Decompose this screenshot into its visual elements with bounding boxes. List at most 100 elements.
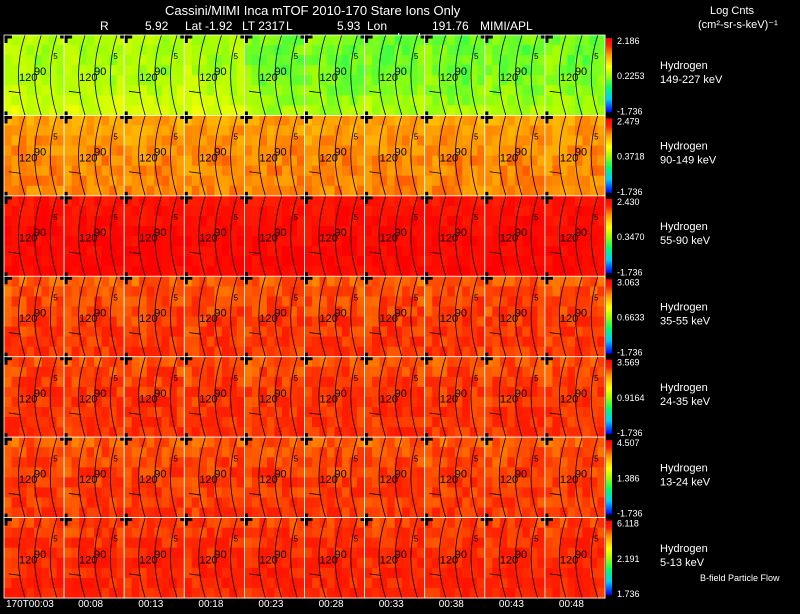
heatmap-cell bbox=[161, 527, 170, 539]
heatmap-cell bbox=[507, 326, 516, 338]
heatmap-cell bbox=[477, 75, 486, 86]
heatmap-cell bbox=[221, 427, 230, 438]
heatmap-cell bbox=[206, 55, 215, 66]
heatmap-cell bbox=[296, 517, 306, 529]
heatmap-cell bbox=[559, 467, 569, 478]
heatmap-cell bbox=[439, 75, 448, 86]
heatmap-cell bbox=[402, 226, 411, 237]
heatmap-cell bbox=[514, 417, 523, 428]
angle-label-90: 90 bbox=[154, 147, 166, 159]
heatmap-cell bbox=[334, 205, 343, 217]
field-line bbox=[378, 437, 387, 518]
heatmap-cell bbox=[26, 457, 35, 468]
heatmap-cell bbox=[191, 246, 200, 257]
heatmap-cell bbox=[79, 467, 88, 478]
heatmap-cell bbox=[559, 205, 569, 217]
heatmap-cell bbox=[34, 135, 43, 147]
heatmap-cell bbox=[514, 286, 523, 297]
heatmap-cell bbox=[327, 45, 336, 56]
heatmap-cell bbox=[529, 55, 538, 66]
heatmap-cell bbox=[206, 477, 215, 489]
heatmap-cell bbox=[154, 306, 163, 318]
heatmap-cell bbox=[334, 527, 343, 539]
heatmap-cell bbox=[221, 256, 230, 267]
heatmap-cell bbox=[19, 165, 28, 177]
heatmap-cell bbox=[176, 175, 185, 187]
heatmap-cell bbox=[281, 487, 291, 499]
field-line bbox=[309, 493, 322, 496]
heatmap-cell bbox=[469, 215, 478, 227]
heatmap-cell bbox=[281, 115, 291, 127]
heatmap-cell bbox=[477, 477, 486, 489]
heatmap-cell bbox=[251, 417, 261, 428]
heatmap-cell bbox=[349, 185, 358, 197]
heatmap-cell bbox=[26, 336, 35, 348]
heatmap-cell bbox=[304, 175, 313, 187]
heatmap-cell bbox=[176, 587, 185, 599]
heatmap-cell bbox=[454, 326, 463, 338]
heatmap-cell bbox=[64, 587, 73, 599]
heatmap-cell bbox=[424, 35, 433, 46]
heatmap-cell bbox=[11, 276, 20, 287]
heatmap-cell bbox=[146, 427, 155, 438]
angle-label-120: 120 bbox=[139, 554, 157, 566]
heatmap-cell bbox=[334, 75, 343, 86]
heatmap-cell bbox=[507, 125, 516, 137]
heatmap-cell bbox=[492, 115, 501, 127]
heatmap-cell bbox=[236, 356, 245, 368]
heatmap-cell bbox=[402, 346, 411, 358]
heatmap-cell bbox=[544, 286, 554, 297]
heatmap-cell bbox=[417, 45, 426, 56]
heatmap-cell bbox=[372, 447, 381, 458]
heatmap-cell bbox=[417, 205, 426, 217]
field-line bbox=[515, 195, 523, 277]
heatmap-cell bbox=[206, 326, 215, 338]
heatmap-cell bbox=[574, 115, 584, 127]
heatmap-cell bbox=[432, 396, 441, 408]
heatmap-cell bbox=[514, 316, 523, 328]
heatmap-cell bbox=[357, 457, 366, 468]
heatmap-cell bbox=[169, 356, 178, 368]
crosshair-marker bbox=[545, 111, 549, 124]
heatmap-cell bbox=[372, 75, 381, 86]
heatmap-cell bbox=[101, 185, 110, 197]
heatmap-cell bbox=[304, 185, 313, 197]
heatmap-cell bbox=[154, 286, 163, 297]
heatmap-cell bbox=[312, 45, 321, 56]
heatmap-cell bbox=[349, 65, 358, 76]
heatmap-cell bbox=[221, 85, 230, 96]
heatmap-cell bbox=[206, 427, 215, 438]
heatmap-cell bbox=[507, 447, 516, 458]
heatmap-cell bbox=[537, 336, 546, 348]
field-line bbox=[249, 493, 262, 496]
heatmap-cell bbox=[537, 356, 546, 368]
heatmap-cell bbox=[402, 386, 411, 398]
heatmap-cell bbox=[447, 266, 456, 277]
heatmap-cell bbox=[319, 577, 328, 589]
heatmap-cell bbox=[417, 115, 426, 127]
heatmap-cell bbox=[184, 306, 193, 318]
heatmap-cell bbox=[184, 185, 193, 197]
field-line bbox=[394, 356, 403, 438]
field-line bbox=[558, 34, 567, 116]
heatmap-cell bbox=[387, 386, 396, 398]
heatmap-cell bbox=[64, 266, 73, 277]
heatmap-cell bbox=[312, 457, 321, 468]
heatmap-cell bbox=[274, 95, 283, 106]
heatmap-cell bbox=[56, 346, 65, 358]
heatmap-cell bbox=[334, 45, 343, 56]
heatmap-cell bbox=[139, 296, 148, 308]
heatmap-cell bbox=[244, 567, 253, 579]
heatmap-cell bbox=[71, 527, 80, 539]
heatmap-cell bbox=[424, 356, 433, 368]
heatmap-cell bbox=[454, 55, 463, 66]
heatmap-cell bbox=[71, 246, 80, 257]
heatmap-cell bbox=[349, 306, 358, 318]
heatmap-cell bbox=[312, 356, 321, 368]
heatmap-cell bbox=[477, 215, 486, 227]
heatmap-cell bbox=[589, 65, 599, 76]
heatmap-cell bbox=[439, 427, 448, 438]
heatmap-cell bbox=[304, 346, 313, 358]
